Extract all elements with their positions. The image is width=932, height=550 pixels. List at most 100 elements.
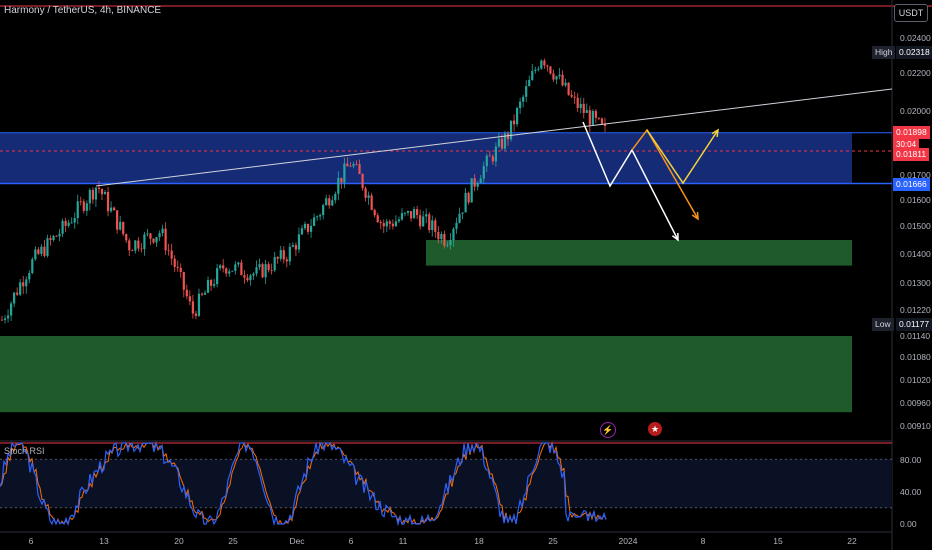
candle-body <box>379 222 382 224</box>
candle-body <box>116 210 119 230</box>
candle-body <box>91 189 94 200</box>
us-flag-icon[interactable]: ★ <box>648 422 662 436</box>
candle-body <box>119 221 122 230</box>
time-tick-label: 25 <box>228 536 238 546</box>
candle-body <box>579 103 582 109</box>
candle-body <box>346 163 349 167</box>
rsi-tick-label: 0.00 <box>900 519 917 529</box>
candle-body <box>122 221 125 235</box>
candle-body <box>512 120 516 125</box>
high-label: High <box>872 46 896 59</box>
candle-body <box>191 301 194 314</box>
candle-body <box>94 187 98 200</box>
candle-body <box>185 289 188 297</box>
candle-body <box>152 238 155 243</box>
candle-body <box>449 240 452 246</box>
candle-body <box>37 249 40 254</box>
candle-body <box>570 94 573 97</box>
candle-body <box>106 192 110 212</box>
candle-body <box>237 262 240 265</box>
candle-body <box>479 178 482 183</box>
candle-body <box>331 200 334 206</box>
candle-body <box>382 223 385 227</box>
candle-body <box>155 237 158 243</box>
candle-body <box>49 238 52 240</box>
low-label: Low <box>872 318 894 331</box>
candle-body <box>34 249 37 260</box>
stoch-rsi-k-line <box>0 440 607 527</box>
price-tick-label: 0.01300 <box>900 278 931 288</box>
price-tick-label: 0.01220 <box>900 305 931 315</box>
time-tick-label: Dec <box>289 536 305 546</box>
high-value-badge: 0.02318 <box>896 46 932 59</box>
candle-body <box>434 220 437 232</box>
time-tick-label: 25 <box>548 536 558 546</box>
price-tick-label: 0.02000 <box>900 106 931 116</box>
candle-body <box>58 233 61 237</box>
candle-body <box>285 259 288 262</box>
price-tick-label: 0.01080 <box>900 352 931 362</box>
candle-body <box>328 198 331 206</box>
candle-body <box>109 207 113 212</box>
candle-body <box>385 221 388 227</box>
candle-body <box>203 292 207 295</box>
candle-body <box>367 195 370 198</box>
candle-body <box>497 138 501 147</box>
candle-body <box>76 201 79 219</box>
candle-body <box>173 258 176 267</box>
resistance-zone <box>0 132 852 184</box>
candle-body <box>225 268 228 274</box>
candle-body <box>370 195 373 210</box>
candle-body <box>388 221 391 224</box>
candle-body <box>261 264 264 278</box>
white-projection-arrow <box>582 121 679 241</box>
candle-body <box>561 74 564 86</box>
candle-body <box>134 240 137 251</box>
candle-body <box>558 74 561 77</box>
candle-body <box>282 250 285 260</box>
candle-body <box>85 203 88 211</box>
candle-body <box>470 178 473 203</box>
current-price-badge: 0.01898 <box>893 126 930 139</box>
price-tick-label: 0.01600 <box>900 195 931 205</box>
candle-body <box>6 315 10 319</box>
candle-body <box>222 265 225 269</box>
candle-body <box>349 166 352 168</box>
candle-body <box>125 234 128 241</box>
price-tick-label: 0.01700 <box>900 170 931 180</box>
candle-body <box>325 198 328 206</box>
candle-body <box>164 228 167 251</box>
candle-body <box>391 223 394 227</box>
candle-body <box>188 296 191 302</box>
candle-body <box>161 228 164 234</box>
currency-button[interactable]: USDT <box>894 4 928 22</box>
candle-body <box>506 133 510 140</box>
candle-body <box>397 219 401 222</box>
candle-body <box>437 231 440 240</box>
candle-body <box>288 246 291 262</box>
chart-title: Harmony / TetherUS, 4h, BINANCE <box>4 5 162 16</box>
countdown-badge: 30:04 <box>893 138 920 151</box>
candle-body <box>352 164 355 167</box>
candle-body <box>600 118 604 124</box>
support-zone-upper <box>426 240 852 266</box>
candle-body <box>422 216 425 227</box>
candle-body <box>340 177 343 183</box>
candle-body <box>64 220 67 226</box>
candle-body <box>394 221 397 227</box>
time-tick-label: 18 <box>474 536 484 546</box>
candle-body <box>234 264 237 271</box>
candle-body <box>406 211 410 213</box>
candle-body <box>591 111 594 125</box>
candle-body <box>464 192 467 213</box>
candle-body <box>364 188 367 198</box>
candle-body <box>531 70 534 80</box>
candle-body <box>534 69 537 71</box>
candle-body <box>167 250 170 252</box>
candle-body <box>522 96 525 102</box>
candle-body <box>473 178 476 187</box>
candle-body <box>240 262 243 276</box>
lightning-icon[interactable]: ⚡ <box>600 422 616 438</box>
candle-body <box>416 209 419 216</box>
